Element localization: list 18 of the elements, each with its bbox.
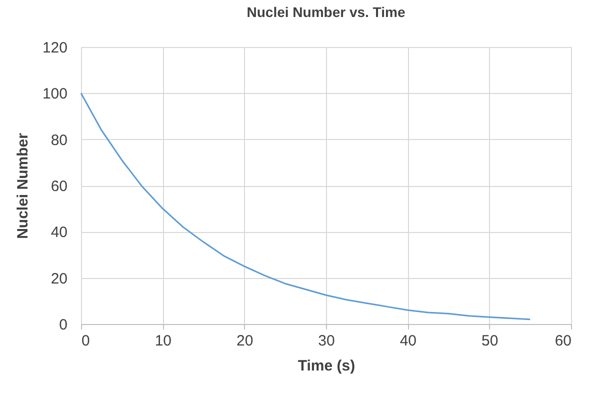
y-tick-label: 20 (50, 270, 68, 288)
y-tick-label: 40 (50, 224, 68, 242)
x-tick-label: 50 (481, 332, 498, 350)
x-tick-label: 10 (154, 332, 172, 350)
y-tick-label: 60 (50, 178, 68, 195)
x-tick-label: 0 (82, 332, 90, 350)
y-tick-label: 80 (50, 132, 68, 149)
x-axis-title: Time (s) (298, 358, 356, 374)
x-tick-label: 40 (400, 332, 417, 350)
line-series (80, 92, 531, 320)
y-tick-label: 0 (59, 316, 68, 334)
x-tick-label: 60 (554, 332, 572, 350)
x-tick-label: 20 (236, 332, 254, 350)
chart-title: Nuclei Number vs. Time (246, 4, 406, 20)
y-tick-label: 100 (42, 86, 68, 103)
x-tick-label: 30 (318, 332, 335, 350)
y-tick-label: 120 (42, 40, 68, 56)
y-axis-title: Nuclei Number (14, 132, 32, 239)
